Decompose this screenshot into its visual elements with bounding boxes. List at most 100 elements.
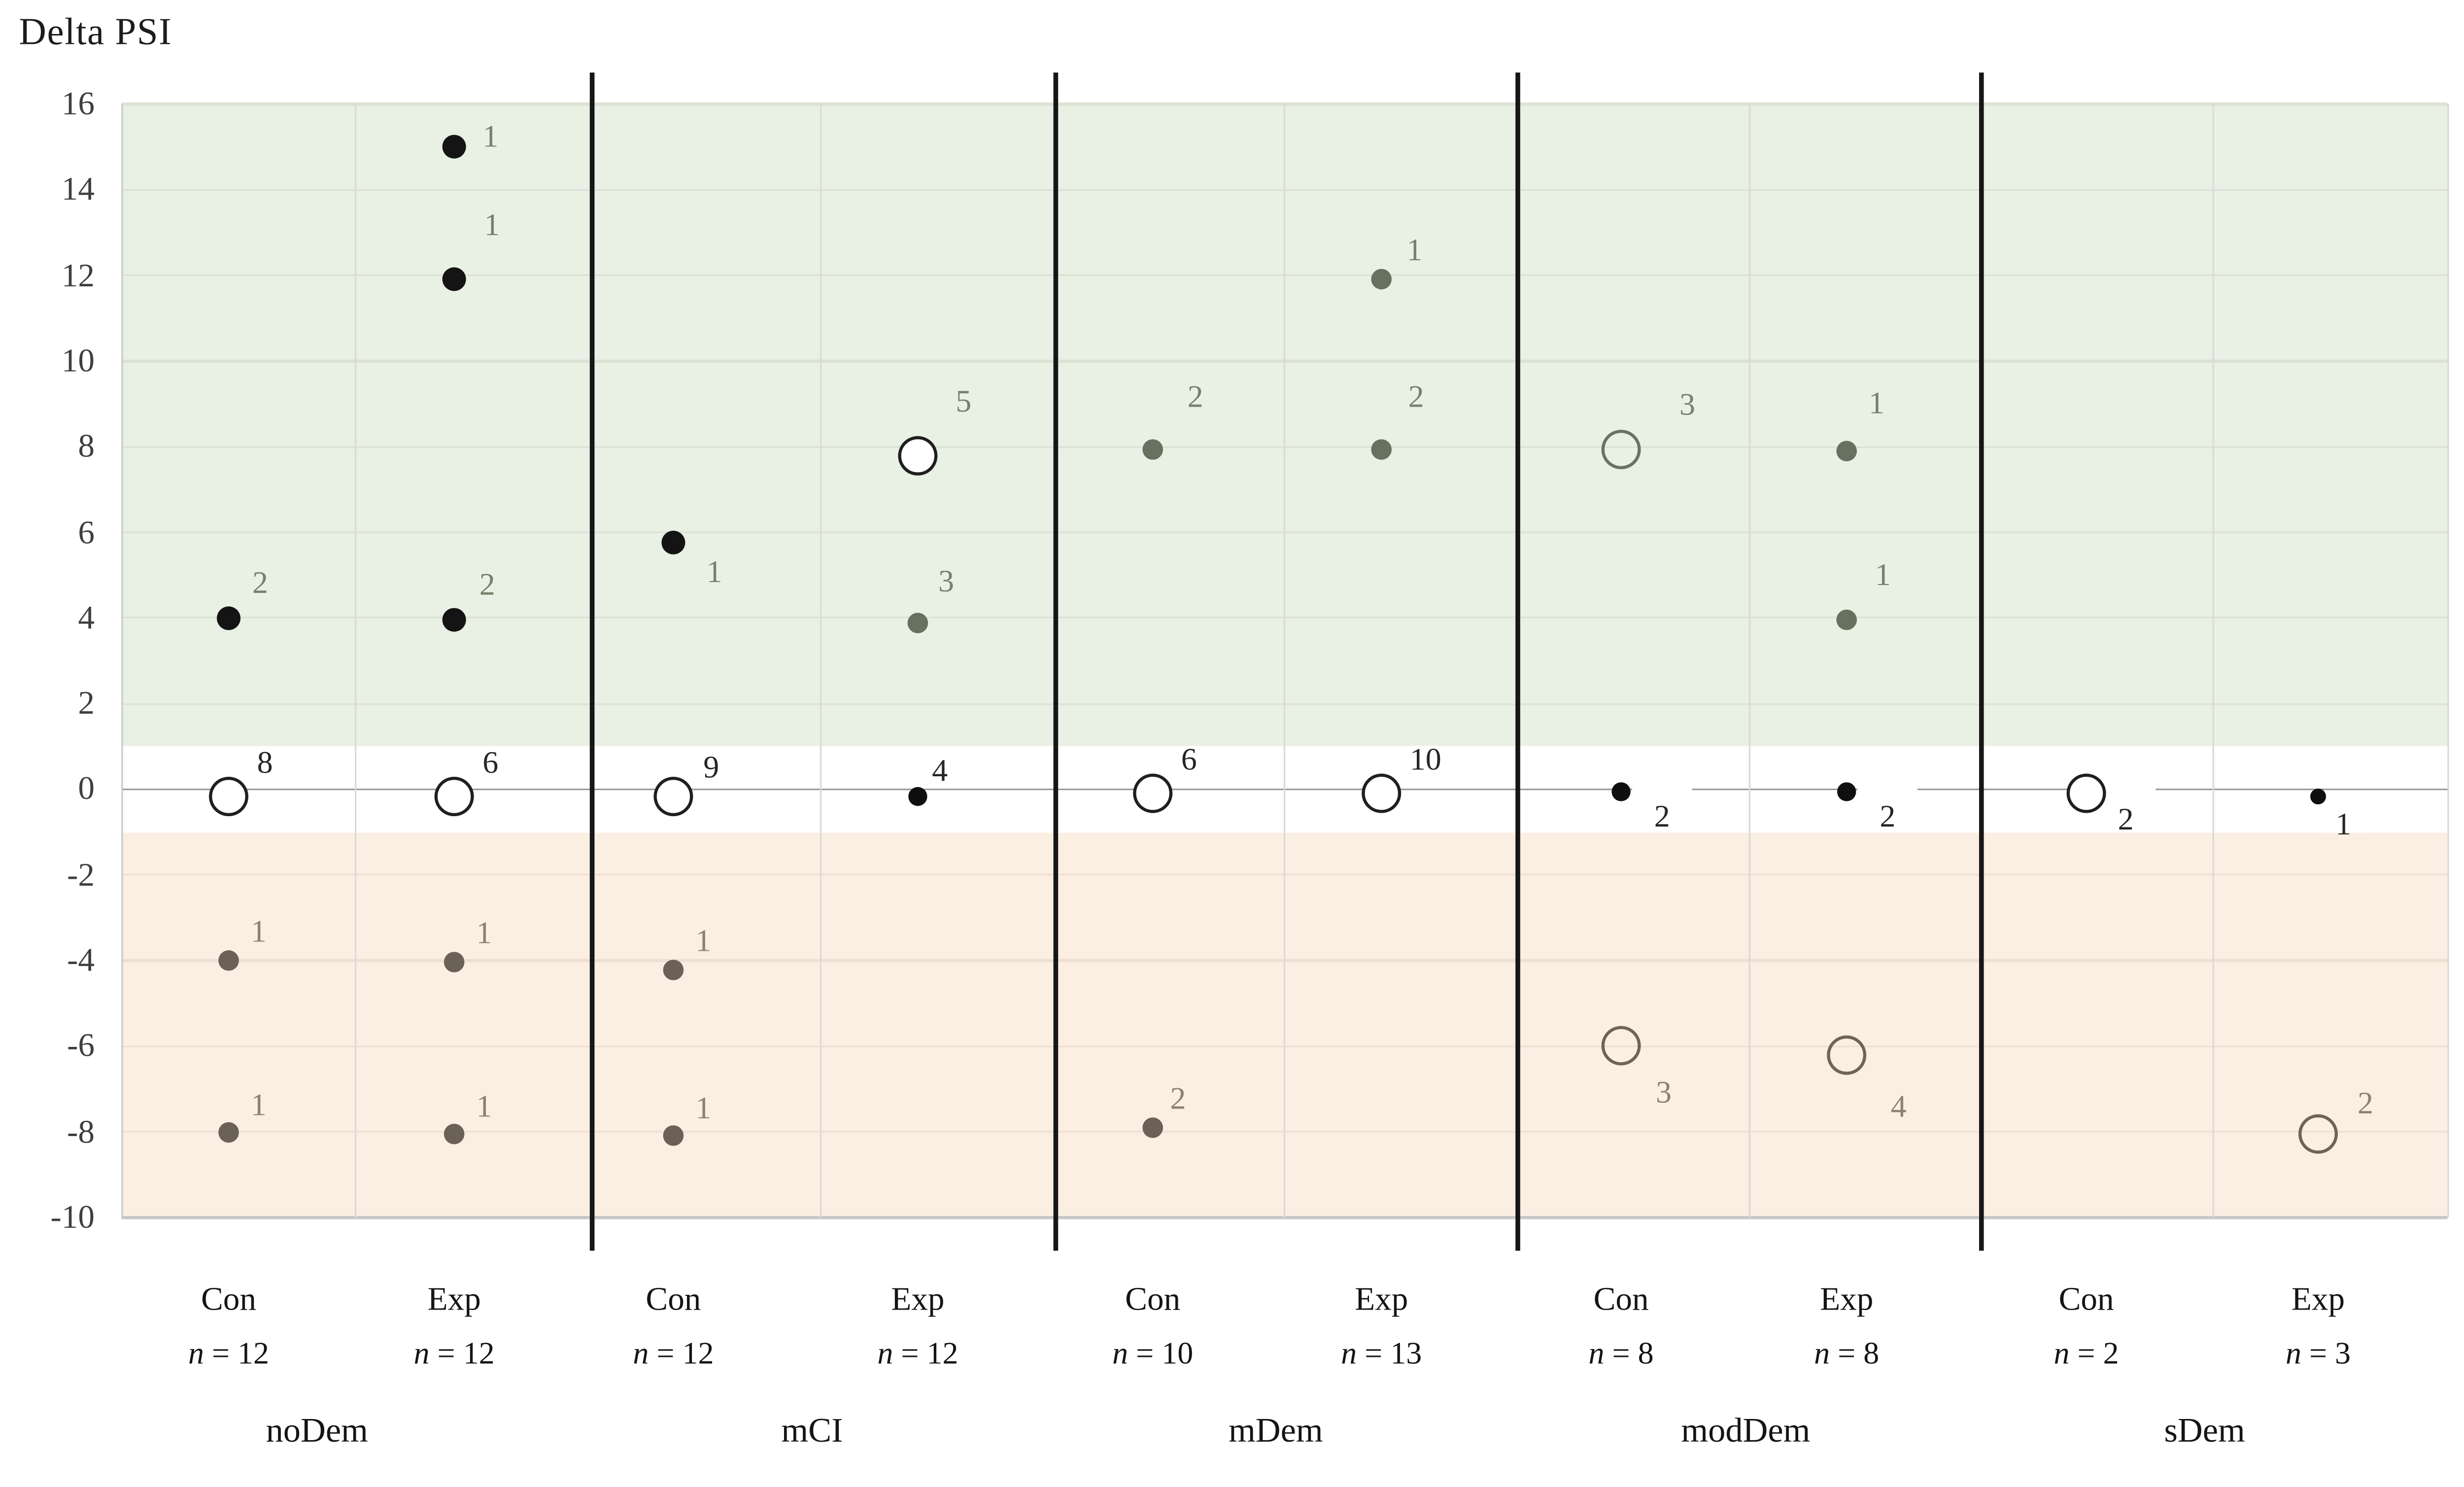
count-label: 2 [252,566,268,601]
data-point [442,608,466,632]
group-separator [1515,72,1520,1251]
y-tick-label: 10 [61,341,95,380]
data-point [1601,1026,1641,1066]
group-separator [1979,72,1984,1251]
data-point [218,1121,239,1142]
count-label: 4 [932,753,948,788]
data-point [907,612,928,633]
data-point [2298,1114,2338,1154]
count-label: 1 [250,1088,267,1123]
count-label: 1 [476,1090,492,1125]
condition-label: Con [1593,1280,1649,1318]
count-label: 1 [1869,386,1884,421]
n-count-label: n = 12 [633,1337,714,1372]
count-label: 1 [706,555,722,590]
column-separator [820,104,822,1218]
data-point [442,268,466,292]
data-point [444,1124,465,1144]
n-symbol: n [1341,1337,1357,1372]
condition-label: Con [2058,1280,2114,1318]
count-label: 5 [956,384,972,419]
count-label: 3 [938,564,954,599]
count-label: 2 [1654,800,1670,835]
y-tick-label: -2 [67,855,95,894]
data-point [2310,788,2326,804]
count-label: 2 [1880,800,1896,835]
n-symbol: n [1588,1337,1605,1372]
count-label: 4 [1890,1089,1907,1124]
data-point [434,776,474,816]
n-symbol: n [413,1337,430,1372]
condition-label: Exp [1820,1280,1874,1318]
count-label: 1 [476,917,492,952]
n-count-label: n = 12 [877,1337,958,1372]
column-separator [1748,104,1751,1218]
n-count-label: n = 2 [2053,1337,2119,1372]
count-label: 10 [1409,743,1441,778]
data-point [444,952,465,973]
n-symbol: n [2053,1337,2070,1372]
data-point [1827,1035,1867,1075]
data-point [1142,1117,1163,1138]
data-point [2066,774,2106,814]
count-label: 2 [1408,379,1424,415]
condition-label: Exp [427,1280,481,1318]
condition-label: Con [646,1280,701,1318]
count-label: 1 [484,208,500,243]
n-symbol: n [633,1337,649,1372]
data-point [908,786,927,805]
count-label: 3 [1656,1076,1672,1111]
y-tick-label: -10 [50,1198,95,1236]
n-count-label: n = 8 [1814,1337,1880,1372]
count-label: 6 [482,745,499,780]
gridline [121,103,2448,105]
n-symbol: n [877,1337,893,1372]
data-point [1371,269,1392,290]
count-label: 1 [695,923,712,958]
data-point [1133,774,1173,814]
condition-label: Con [201,1280,257,1318]
column-separator [2212,104,2215,1218]
count-label-box [1857,787,1918,829]
column-separator [1283,104,1286,1218]
group-separator [589,72,594,1251]
y-tick-label: 8 [78,427,95,465]
condition-label: Exp [891,1280,945,1318]
condition-label: Exp [2291,1280,2345,1318]
data-point [1837,783,1856,802]
group-label: mCI [781,1410,843,1450]
count-label-box [1632,787,1692,829]
condition-label: Con [1125,1280,1181,1318]
data-point [1142,438,1163,459]
n-count-label: n = 13 [1341,1337,1422,1372]
n-count-label: n = 8 [1588,1337,1654,1372]
n-symbol: n [188,1337,204,1372]
group-label: sDem [2164,1410,2245,1450]
n-count-label: n = 10 [1112,1337,1194,1372]
group-label: modDem [1681,1410,1811,1450]
data-point [663,959,684,980]
y-tick-label: 16 [61,84,95,122]
data-point [209,776,248,816]
data-point [1362,774,1402,814]
count-label: 1 [695,1092,712,1127]
count-label: 8 [257,745,273,780]
plot-left-border [121,104,124,1218]
y-tick-label: -6 [67,1026,95,1065]
data-point [442,135,466,159]
plot-right-border [2447,104,2450,1218]
column-separator [355,104,357,1218]
count-label: 2 [2358,1086,2373,1122]
count-label: 2 [1187,379,1203,415]
data-point [1371,438,1392,459]
y-tick-label: 4 [78,598,95,636]
data-point [1611,783,1631,802]
condition-label: Exp [1355,1280,1408,1318]
count-label: 6 [1181,743,1197,778]
count-label: 1 [1875,558,1891,593]
count-label: 2 [479,568,495,603]
n-symbol: n [1112,1337,1129,1372]
